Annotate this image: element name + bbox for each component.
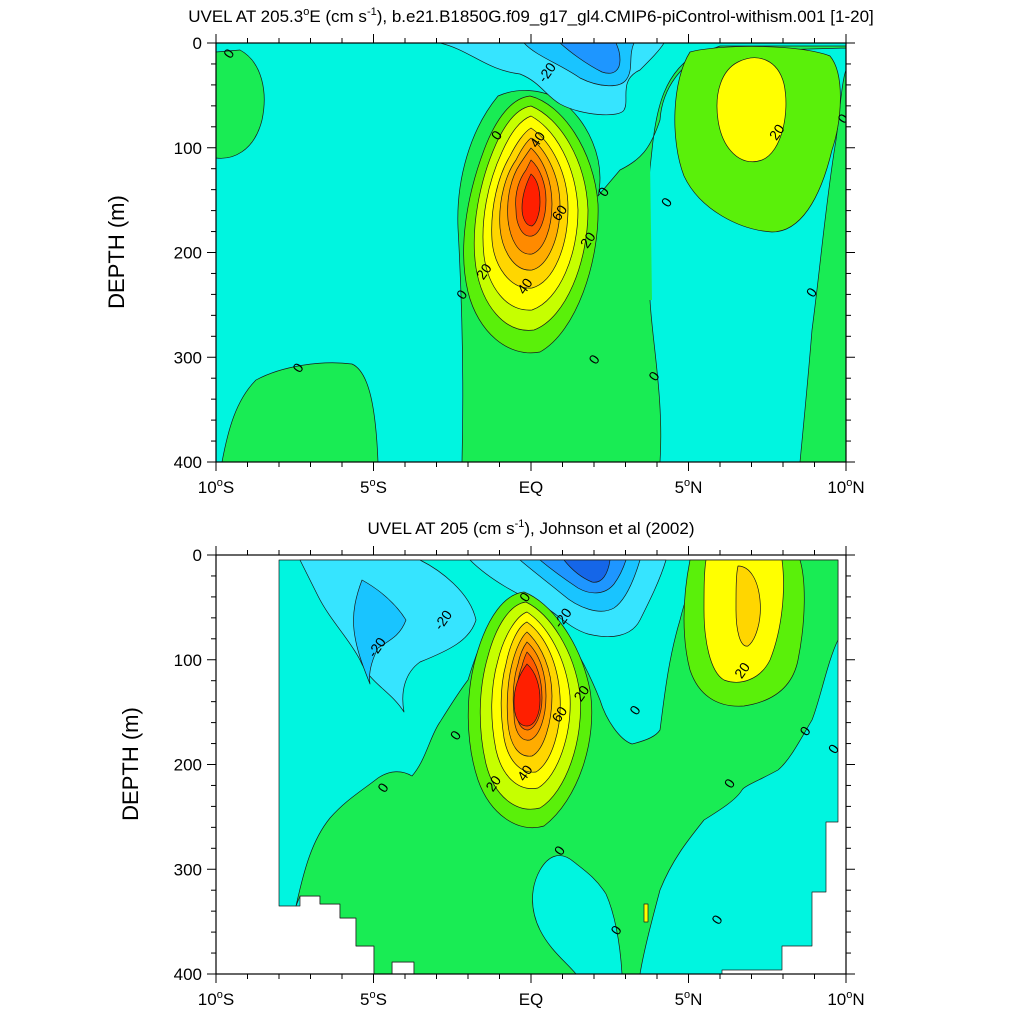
bottom-band-sec-30 [563, 559, 611, 583]
bottom-band-sw-neg-inner [353, 579, 407, 685]
bottom-panel-title: UVEL AT 205 (cm s-1), Johnson et al (200… [368, 518, 695, 538]
top-euc-80 [521, 173, 541, 227]
bottom-y-tick-label: 300 [174, 860, 202, 879]
top-y-tick-label: 0 [193, 34, 202, 53]
top-axes: 10oS 5oS EQ 5oN 10oN 0 100 200 300 400 [174, 34, 865, 497]
bottom-axes: 10oS 5oS EQ 5oN 10oN 0 100 200 300 400 [174, 546, 865, 1009]
top-panel-title: UVEL AT 205.3oE (cm s-1), b.e21.B1850G.f… [188, 6, 874, 26]
top-y-tick-label: 400 [174, 453, 202, 472]
top-band-sec-20 [559, 43, 621, 74]
top-panel: UVEL AT 205.3oE (cm s-1), b.e21.B1850G.f… [104, 6, 874, 497]
top-y-axis-label: DEPTH (m) [104, 195, 129, 309]
bottom-x-tick-label: 5oS [360, 989, 387, 1009]
top-band-sw-surface [216, 49, 265, 159]
bottom-y-tick-label: 200 [174, 756, 202, 775]
bottom-y-tick-label: 0 [193, 546, 202, 565]
top-x-tick-label: 5oN [675, 477, 703, 497]
top-x-tick-label: EQ [519, 478, 544, 497]
top-y-tick-label: 100 [174, 139, 202, 158]
top-band-central-fill [600, 160, 652, 300]
bottom-filled-contours [278, 559, 839, 974]
bottom-band-sliver [643, 903, 649, 923]
bottom-panel: UVEL AT 205 (cm s-1), Johnson et al (200… [118, 518, 865, 1009]
top-y-tick-label: 300 [174, 348, 202, 367]
top-y-tick-label: 200 [174, 244, 202, 263]
bottom-x-tick-label: EQ [519, 990, 544, 1009]
top-filled-contours [216, 43, 846, 462]
bottom-x-tick-label: 10oS [198, 989, 234, 1009]
bottom-y-axis-label: DEPTH (m) [118, 707, 143, 821]
bottom-euc-80 [513, 663, 541, 727]
top-x-tick-label: 5oS [360, 477, 387, 497]
top-x-tick-label: 10oN [827, 477, 864, 497]
bottom-y-tick-label: 100 [174, 651, 202, 670]
bottom-x-tick-label: 5oN [675, 989, 703, 1009]
top-x-tick-label: 10oS [198, 477, 234, 497]
top-band-sw-deep [221, 362, 379, 462]
bottom-y-tick-label: 400 [174, 965, 202, 984]
bottom-x-tick-label: 10oN [827, 989, 864, 1009]
top-band-necc-20 [716, 57, 787, 163]
top-contour-label: 0 [834, 110, 852, 126]
bottom-band-necc-30 [735, 565, 761, 647]
